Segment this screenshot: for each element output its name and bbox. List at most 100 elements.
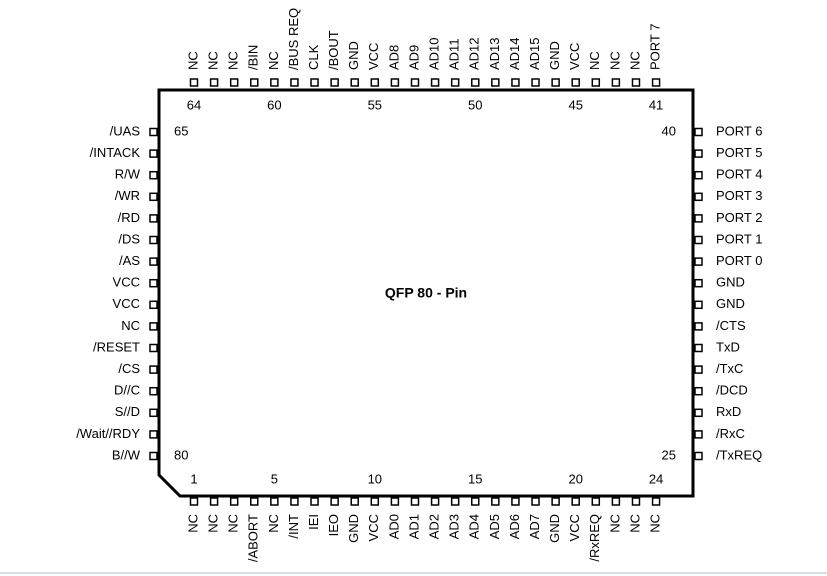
- pin: [149, 149, 158, 158]
- pin: [209, 78, 219, 87]
- pin: [694, 149, 703, 158]
- pin: [410, 78, 420, 87]
- pin-label: GND: [346, 41, 361, 70]
- pin-number: 40: [662, 123, 676, 138]
- pin: [149, 386, 158, 396]
- pin-label: PORT 0: [716, 253, 762, 268]
- pin: [149, 343, 158, 353]
- pin-number: 1: [190, 471, 197, 486]
- pin: [450, 497, 460, 506]
- pin: [290, 497, 299, 506]
- pin: [250, 497, 259, 506]
- pin: [694, 278, 703, 288]
- pin: [189, 497, 199, 506]
- pin: [651, 78, 661, 87]
- pin-label: GND: [716, 275, 745, 290]
- pin-label: /RESET: [93, 339, 140, 354]
- pin: [229, 78, 239, 87]
- pin-label: AD15: [527, 37, 542, 70]
- pin: [591, 497, 601, 506]
- pin-label: /TxC: [716, 361, 743, 376]
- pin-label: /BOUT: [326, 30, 341, 70]
- pin-number: 41: [649, 97, 663, 112]
- pin-number: 65: [174, 123, 188, 138]
- pin: [694, 235, 703, 245]
- pin: [551, 78, 560, 87]
- pin-label: NC: [627, 514, 642, 533]
- pin-label: NC: [266, 51, 281, 70]
- pin-label: CLK: [306, 44, 321, 70]
- pin-label: AD11: [447, 38, 462, 70]
- pin: [250, 78, 259, 87]
- pin-number: 50: [468, 97, 482, 112]
- pin: [591, 78, 601, 87]
- pin: [694, 343, 703, 353]
- pin-label: /UAS: [110, 123, 141, 138]
- pin-label: NC: [226, 514, 241, 533]
- pin: [571, 497, 580, 506]
- pin: [491, 78, 500, 87]
- pin-number: 24: [649, 471, 663, 486]
- pin-label: /AS: [119, 253, 140, 268]
- pin-label: AD2: [427, 514, 442, 539]
- pin-number: 60: [267, 97, 281, 112]
- pin: [450, 78, 460, 87]
- pin-number: 5: [271, 471, 278, 486]
- pin: [270, 497, 279, 506]
- pin: [611, 497, 621, 506]
- pin: [531, 78, 540, 87]
- pin-label: NC: [607, 514, 622, 533]
- pin-label: /BIN: [246, 45, 261, 70]
- pin-label: /BUS REQ: [286, 8, 301, 70]
- pin: [149, 235, 158, 245]
- pin-number: 10: [368, 471, 382, 486]
- pin-label: /CS: [118, 361, 140, 376]
- pin: [290, 78, 299, 87]
- pin-label: IEI: [306, 514, 321, 530]
- pin: [330, 497, 339, 506]
- pin-label: NC: [121, 318, 140, 333]
- pin: [149, 408, 158, 418]
- pin-label: S//D: [115, 404, 140, 419]
- pin-label: /ABORT: [246, 514, 261, 562]
- pin-label: R/W: [115, 167, 141, 182]
- pin-number: 45: [568, 97, 582, 112]
- pin-label: /TxREQ: [716, 447, 762, 462]
- pin: [694, 192, 703, 202]
- pin: [410, 497, 420, 506]
- pin: [551, 497, 560, 506]
- pin: [350, 78, 359, 87]
- pin-label: NC: [206, 51, 221, 70]
- pin-label: NC: [648, 514, 663, 533]
- pin-label: /DCD: [716, 383, 748, 398]
- pin-label: NC: [185, 51, 200, 70]
- pin-label: NC: [266, 514, 281, 533]
- pin-label: AD4: [467, 514, 482, 539]
- pin: [149, 127, 158, 137]
- pin-number: 20: [568, 471, 582, 486]
- pin: [694, 386, 703, 396]
- pin: [149, 214, 158, 223]
- pin: [149, 192, 158, 202]
- pin-label: GND: [716, 296, 745, 311]
- pin-label: /WR: [115, 188, 140, 203]
- pin: [694, 214, 703, 223]
- pin-label: GND: [547, 41, 562, 70]
- pin: [149, 170, 158, 180]
- pin: [531, 497, 540, 506]
- pin-label: NC: [185, 514, 200, 533]
- pin-number: 80: [174, 447, 188, 462]
- pin-label: NC: [607, 51, 622, 70]
- pin: [430, 78, 440, 87]
- pin-label: B//W: [112, 447, 141, 462]
- pin: [390, 497, 400, 506]
- pin: [631, 497, 641, 506]
- pin-label: /RxC: [716, 426, 745, 441]
- pin-label: /RxREQ: [587, 514, 602, 562]
- pin-label: AD7: [527, 514, 542, 539]
- pin: [694, 365, 703, 374]
- pin: [370, 78, 380, 87]
- pin-number: 64: [187, 97, 201, 112]
- pin-label: TxD: [716, 339, 740, 354]
